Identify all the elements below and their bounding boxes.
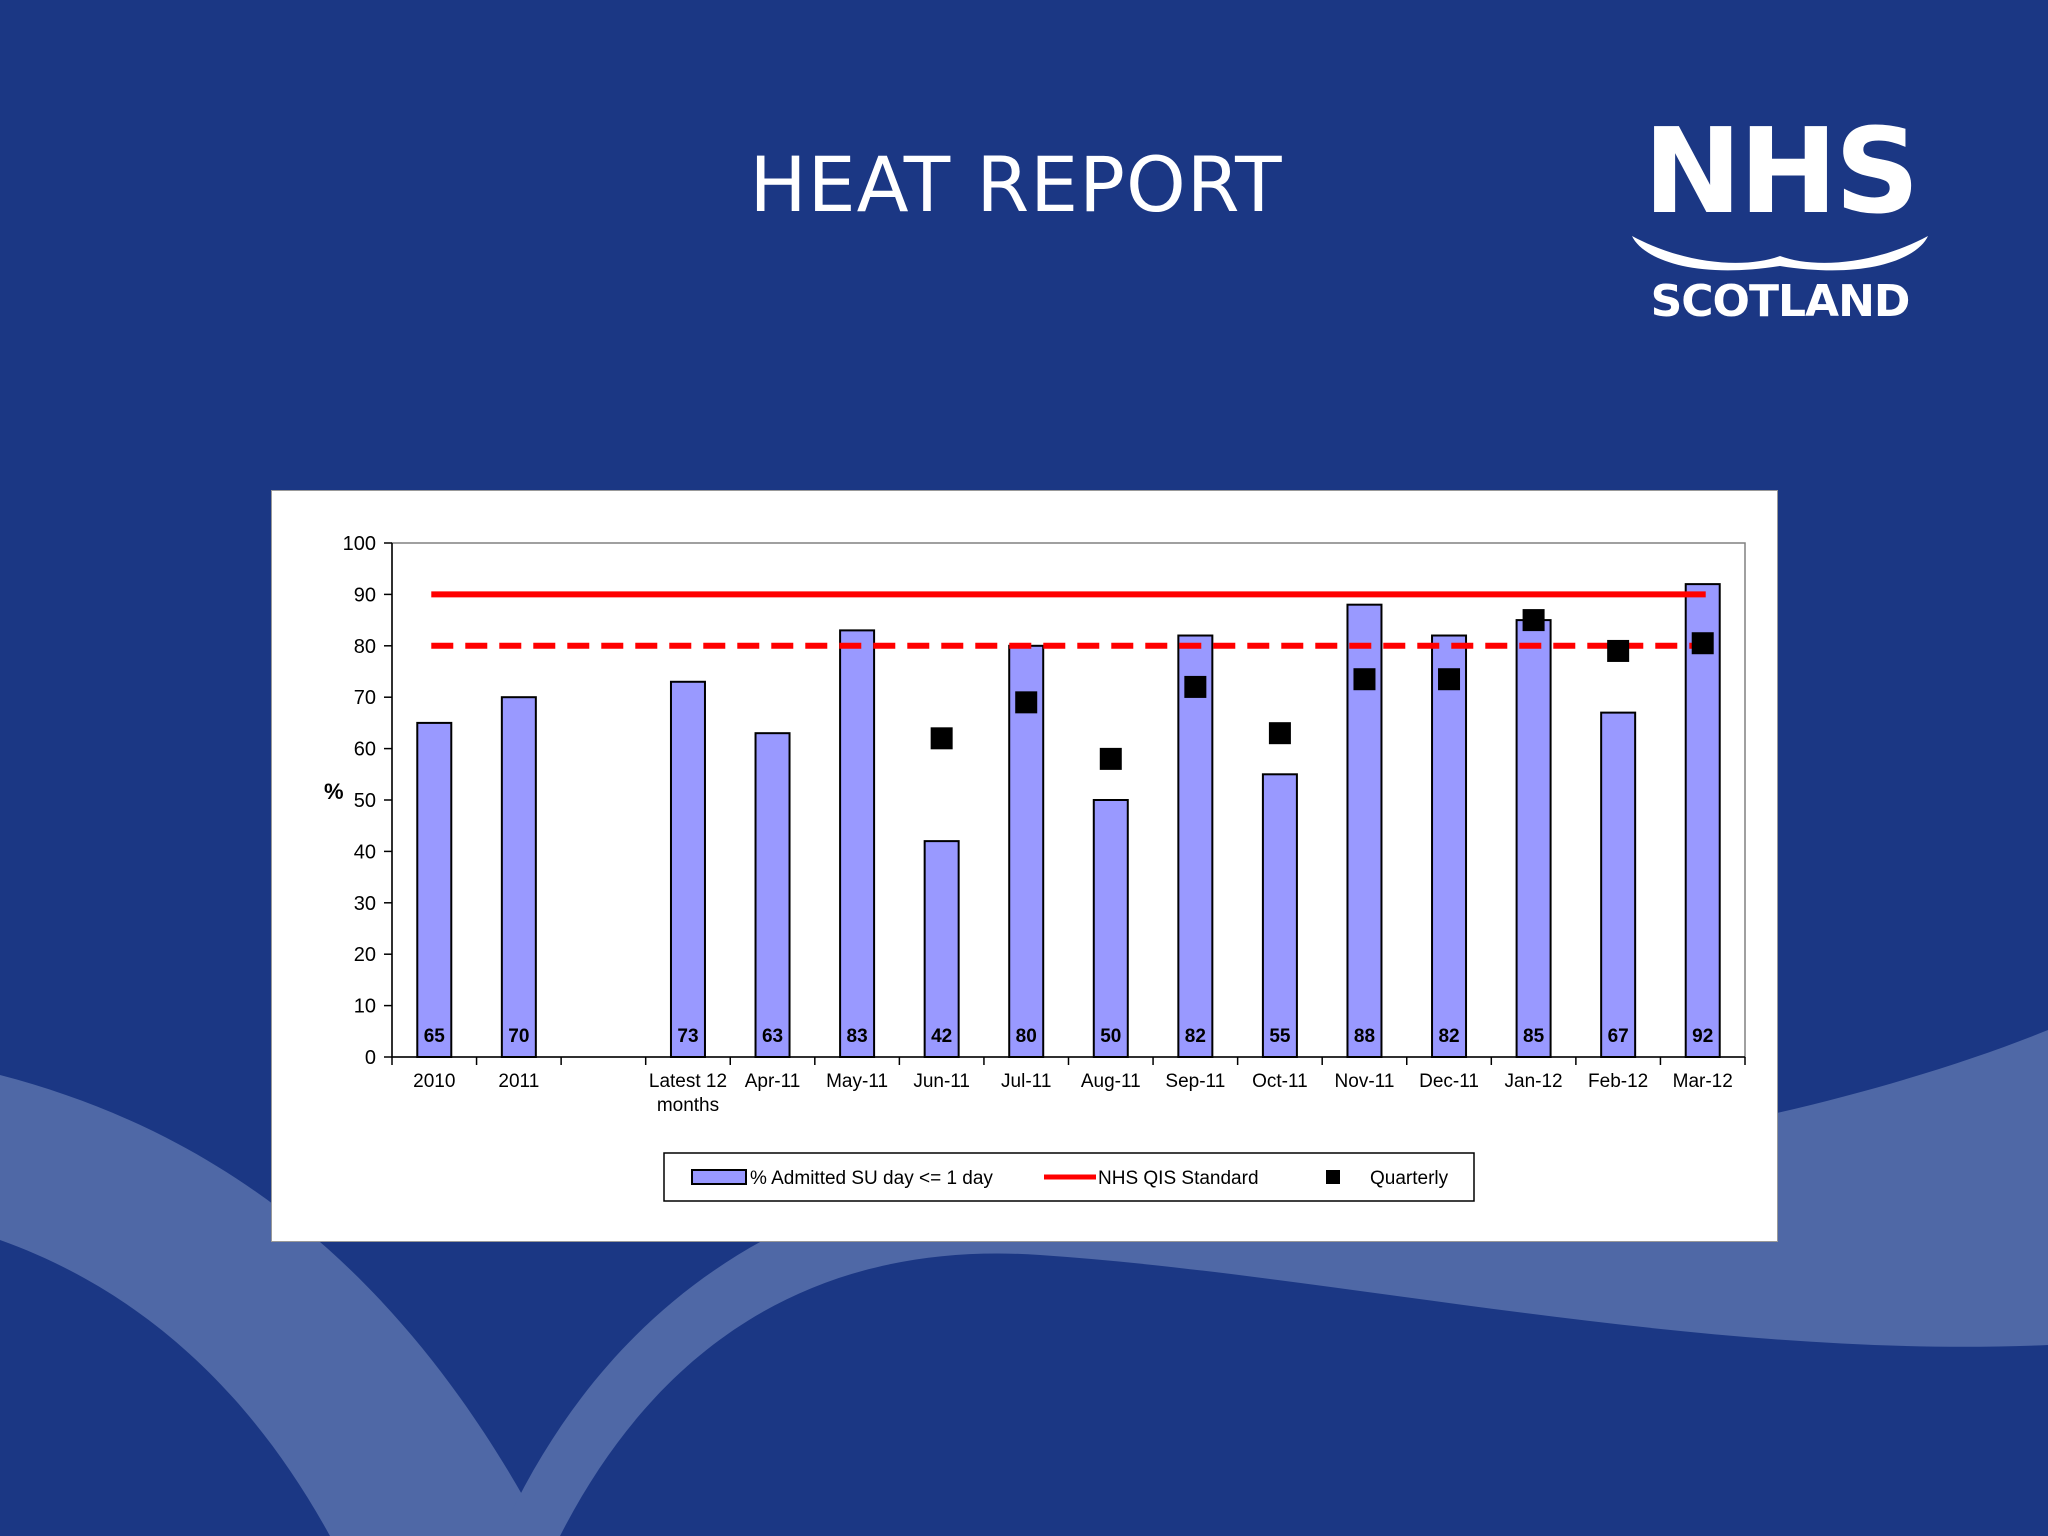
bar — [1600, 711, 1637, 1058]
y-tick-label: 80 — [354, 636, 376, 658]
quarterly-marker — [1607, 639, 1630, 662]
bar-data-label: 70 — [508, 1026, 529, 1047]
bar — [669, 680, 706, 1058]
quarterly-marker — [1184, 675, 1207, 698]
quarterly-marker — [1099, 747, 1122, 770]
bar — [1684, 583, 1721, 1059]
x-tick-label: 2010 — [413, 1071, 455, 1092]
legend-bar-swatch — [691, 1169, 747, 1185]
quarterly-marker — [1438, 668, 1461, 691]
quarterly-marker — [1353, 668, 1376, 691]
bar-data-label: 82 — [1185, 1026, 1206, 1047]
y-axis-label: % — [324, 779, 344, 804]
x-tick-label: May-11 — [826, 1071, 888, 1092]
slide-title: HEAT REPORT — [749, 140, 1283, 229]
heat-report-chart: % 0 10 20 30 40 50 60 70 80 90 100 2010 2011 Latest 1… — [324, 533, 1746, 1202]
x-tick-label: months — [657, 1095, 719, 1116]
x-tick-label: Aug-11 — [1081, 1071, 1141, 1092]
chart-panel: % 0 10 20 30 40 50 60 70 80 90 100 2010 2011 Latest 1… — [271, 490, 1778, 1242]
quarterly-marker — [1522, 609, 1545, 632]
bar — [1177, 634, 1214, 1059]
x-tick-label: Feb-12 — [1588, 1071, 1648, 1092]
bar-data-label: 55 — [1269, 1026, 1291, 1047]
bar — [1092, 799, 1129, 1058]
wave-left — [0, 1075, 545, 1536]
y-tick-label: 90 — [354, 584, 376, 606]
bar — [1261, 773, 1298, 1058]
plot-area: 0 10 20 30 40 50 60 70 80 90 100 2010 2011 Latest 12 m… — [343, 533, 1746, 1116]
x-tick-label: Sep-11 — [1165, 1071, 1225, 1092]
bar — [416, 721, 453, 1058]
y-tick-label: 40 — [354, 841, 376, 863]
chart-legend: % Admitted SU day <= 1 day NHS QIS Standa… — [663, 1152, 1475, 1202]
x-tick-label: Jul-11 — [1001, 1071, 1051, 1092]
bar-data-label: 80 — [1016, 1026, 1037, 1047]
bar-data-label: 73 — [677, 1026, 698, 1047]
legend-label-bars: % Admitted SU day <= 1 day — [750, 1168, 993, 1189]
x-tick-label: Nov-11 — [1335, 1071, 1395, 1092]
legend-marker-swatch — [1326, 1170, 1340, 1184]
y-tick-label: 10 — [354, 996, 376, 1018]
bar-data-label: 63 — [762, 1026, 783, 1047]
bar — [1008, 644, 1045, 1059]
nhs-scotland-logo: NHS SCOTLAND — [1620, 112, 1940, 332]
y-tick-label: 20 — [354, 944, 376, 966]
x-tick-label: 2011 — [498, 1071, 539, 1092]
quarterly-marker — [1691, 632, 1714, 655]
bar — [923, 840, 960, 1058]
bar-data-label: 92 — [1692, 1026, 1713, 1047]
x-tick-label: Mar-12 — [1673, 1071, 1733, 1092]
quarterly-marker — [1015, 691, 1038, 714]
logo-nhs-text: NHS — [1643, 102, 1920, 240]
bar — [1431, 634, 1468, 1059]
bar-data-label: 67 — [1608, 1026, 1629, 1047]
x-tick-label: Dec-11 — [1419, 1071, 1479, 1092]
y-tick-label: 50 — [354, 790, 376, 812]
legend-label-quarterly: Quarterly — [1370, 1168, 1449, 1189]
y-tick-label: 0 — [365, 1047, 376, 1069]
bar — [754, 732, 791, 1058]
quarterly-marker — [930, 727, 953, 750]
logo-book-swoosh-icon — [1632, 236, 1928, 271]
x-tick-label: Latest 12 — [649, 1071, 727, 1092]
bar — [839, 629, 876, 1058]
bar-data-label: 85 — [1523, 1026, 1545, 1047]
x-tick-label: Oct-11 — [1252, 1071, 1308, 1092]
y-tick-label: 60 — [354, 739, 376, 761]
legend-label-standard: NHS QIS Standard — [1098, 1168, 1259, 1189]
y-tick-label: 100 — [343, 533, 376, 555]
x-tick-label: Jan-12 — [1505, 1071, 1563, 1092]
bar-data-label: 42 — [931, 1026, 952, 1047]
logo-scotland-text: SCOTLAND — [1650, 276, 1911, 327]
bar — [1515, 619, 1552, 1058]
x-tick-label: Apr-11 — [745, 1071, 801, 1092]
y-tick-label: 30 — [354, 893, 376, 915]
bar-data-label: 65 — [424, 1026, 446, 1047]
bar-data-label: 82 — [1438, 1026, 1459, 1047]
y-tick-label: 70 — [354, 687, 376, 709]
bar-data-label: 50 — [1100, 1026, 1121, 1047]
bar-data-label: 88 — [1354, 1026, 1375, 1047]
bar-data-label: 83 — [847, 1026, 868, 1047]
x-tick-label: Jun-11 — [913, 1071, 970, 1092]
bar — [500, 696, 537, 1058]
quarterly-marker — [1268, 722, 1291, 745]
